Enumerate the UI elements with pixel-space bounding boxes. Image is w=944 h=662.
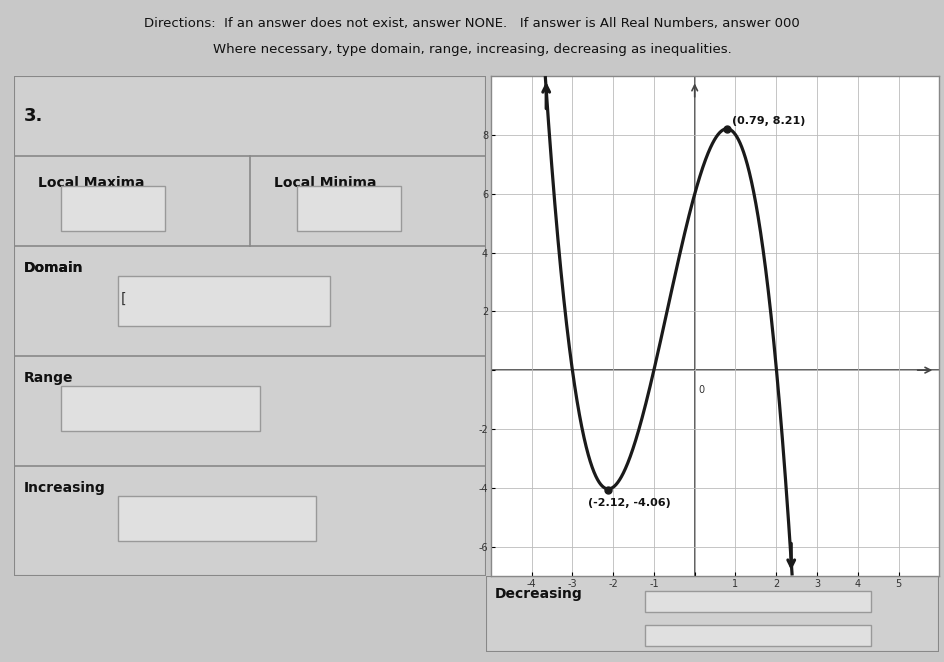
- Bar: [118, 276, 330, 326]
- Text: (0.79, 8.21): (0.79, 8.21): [732, 117, 805, 126]
- Text: Decreasing: Decreasing: [496, 587, 583, 601]
- Text: 0: 0: [699, 385, 705, 395]
- Bar: [61, 186, 165, 231]
- Text: Local Maxima: Local Maxima: [38, 176, 144, 190]
- Bar: [645, 591, 871, 612]
- Text: Domain: Domain: [24, 261, 83, 275]
- Text: Where necessary, type domain, range, increasing, decreasing as inequalities.: Where necessary, type domain, range, inc…: [212, 43, 732, 56]
- Bar: [645, 625, 871, 646]
- Text: [: [: [121, 291, 126, 306]
- Text: Directions:  If an answer does not exist, answer NONE.   If answer is All Real N: Directions: If an answer does not exist,…: [144, 17, 800, 30]
- Bar: [297, 186, 401, 231]
- Bar: [118, 496, 316, 541]
- Text: Local Minima: Local Minima: [274, 176, 377, 190]
- Text: (-2.12, -4.06): (-2.12, -4.06): [588, 498, 670, 508]
- Text: Range: Range: [24, 371, 73, 385]
- Text: Increasing: Increasing: [24, 481, 106, 495]
- Text: 3.: 3.: [24, 107, 43, 125]
- Text: Domain: Domain: [24, 261, 83, 275]
- Bar: [61, 386, 260, 431]
